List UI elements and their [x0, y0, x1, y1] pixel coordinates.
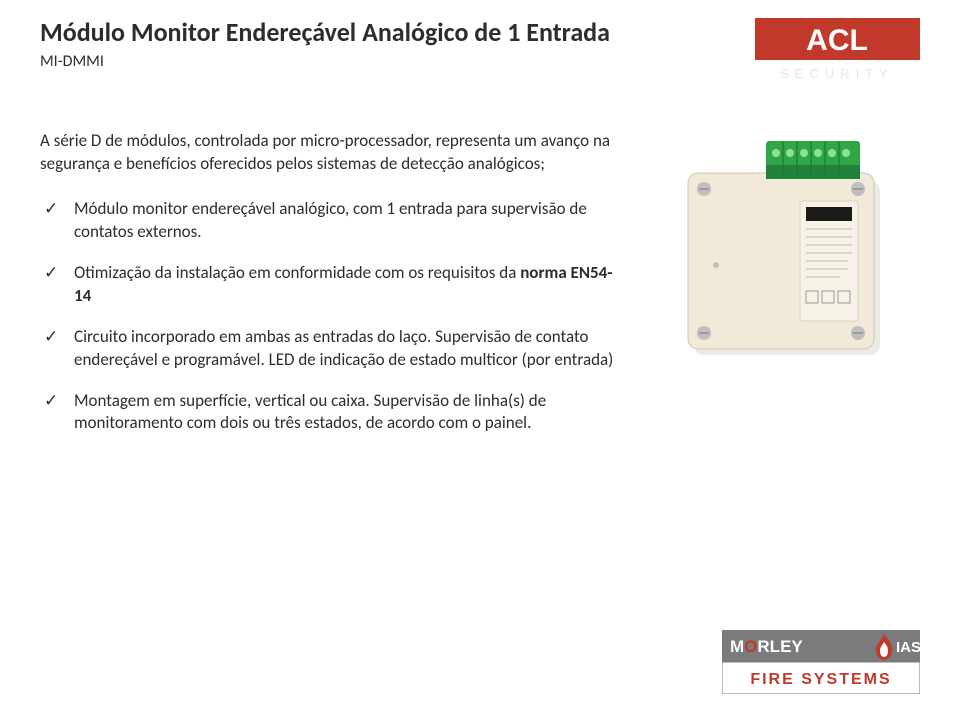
- page-subtitle: MI-DMMI: [40, 52, 610, 71]
- fire-systems-text: FIRE SYSTEMS: [750, 671, 891, 688]
- bullet-item: Montagem em superfície, vertical ou caix…: [40, 390, 620, 436]
- intro-paragraph: A série D de módulos, controlada por mic…: [40, 130, 620, 176]
- slide: Módulo Monitor Endereçável Analógico de …: [0, 0, 960, 718]
- acl-logo: ACL SECURITY: [755, 18, 920, 86]
- body-text: A série D de módulos, controlada por mic…: [40, 130, 620, 453]
- bullet-text: Circuito incorporado em ambas as entrada…: [74, 326, 613, 370]
- title-block: Módulo Monitor Endereçável Analógico de …: [40, 18, 610, 71]
- acl-logo-tag: SECURITY: [780, 66, 894, 81]
- ias-text: IAS: [896, 639, 920, 656]
- bullet-item: Módulo monitor endereçável analógico, co…: [40, 198, 620, 244]
- bullet-text: Módulo monitor endereçável analógico, co…: [74, 198, 587, 242]
- acl-logo-text: ACL: [806, 24, 868, 57]
- bullet-list: Módulo monitor endereçável analógico, co…: [40, 198, 620, 436]
- bullet-text: Otimização da instalação em conformidade…: [74, 262, 520, 283]
- bullet-item: Circuito incorporado em ambas as entrada…: [40, 326, 620, 372]
- morley-text: MORLEY: [730, 637, 803, 656]
- header: Módulo Monitor Endereçável Analógico de …: [40, 18, 920, 86]
- bullet-text: Montagem em superfície, vertical ou caix…: [74, 390, 546, 434]
- morley-ias-logo: MORLEY IAS FIRE SYSTEMS: [722, 630, 920, 694]
- product-image: [670, 135, 892, 363]
- page-title: Módulo Monitor Endereçável Analógico de …: [40, 18, 610, 48]
- bullet-item: Otimização da instalação em conformidade…: [40, 262, 620, 308]
